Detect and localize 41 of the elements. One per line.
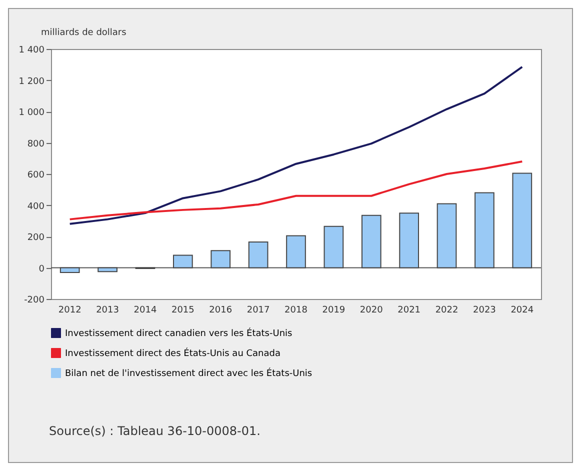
y-tick-label: 200 [27, 233, 45, 243]
y-tick-label: 600 [27, 170, 45, 180]
bar [98, 267, 118, 272]
x-tick-label: 2019 [322, 306, 346, 316]
source-note: Source(s) : Tableau 36-10-0008-01. [49, 424, 260, 438]
bar [436, 203, 457, 268]
line-series [68, 66, 524, 225]
x-tick-label: 2021 [398, 306, 421, 316]
x-tick-label: 2012 [58, 306, 82, 316]
y-tick-label: 1 400 [18, 46, 45, 56]
x-tick-label: 2017 [246, 306, 270, 316]
bar [512, 172, 532, 268]
bar [210, 250, 231, 268]
x-tick-label: 2020 [360, 306, 384, 316]
bar [286, 235, 306, 268]
y-tick-label: 400 [27, 202, 45, 212]
line-series [68, 160, 524, 220]
bar [474, 192, 494, 268]
bar [399, 212, 419, 268]
x-tick-label: 2013 [96, 306, 119, 316]
y-tick-label: 0 [38, 264, 45, 274]
legend-label: Investissement direct canadien vers les États-Unis [65, 327, 293, 339]
x-tick-label: 2015 [171, 306, 194, 316]
bar [60, 267, 80, 273]
y-tick-label: -200 [24, 296, 45, 306]
x-tick-label: 2018 [284, 306, 308, 316]
y-tick-label: 800 [27, 139, 45, 150]
x-tick-label: 2022 [435, 306, 458, 316]
bar [361, 214, 382, 268]
legend-label: Investissement direct des États-Unis au Canada [65, 347, 281, 359]
legend-label: Bilan net de l'investissement direct avec les États-Unis [65, 367, 312, 379]
bar [248, 241, 268, 268]
x-tick-label: 2024 [510, 306, 534, 316]
x-tick-label: 2016 [209, 306, 232, 316]
bar [324, 226, 344, 268]
x-tick-label: 2023 [473, 306, 496, 316]
bar [173, 254, 193, 268]
y-tick-label: 1 000 [18, 108, 45, 118]
y-tick-label: 1 200 [18, 76, 45, 87]
y-axis-title: milliards de dollars [41, 28, 127, 38]
x-tick-label: 2014 [134, 306, 157, 316]
